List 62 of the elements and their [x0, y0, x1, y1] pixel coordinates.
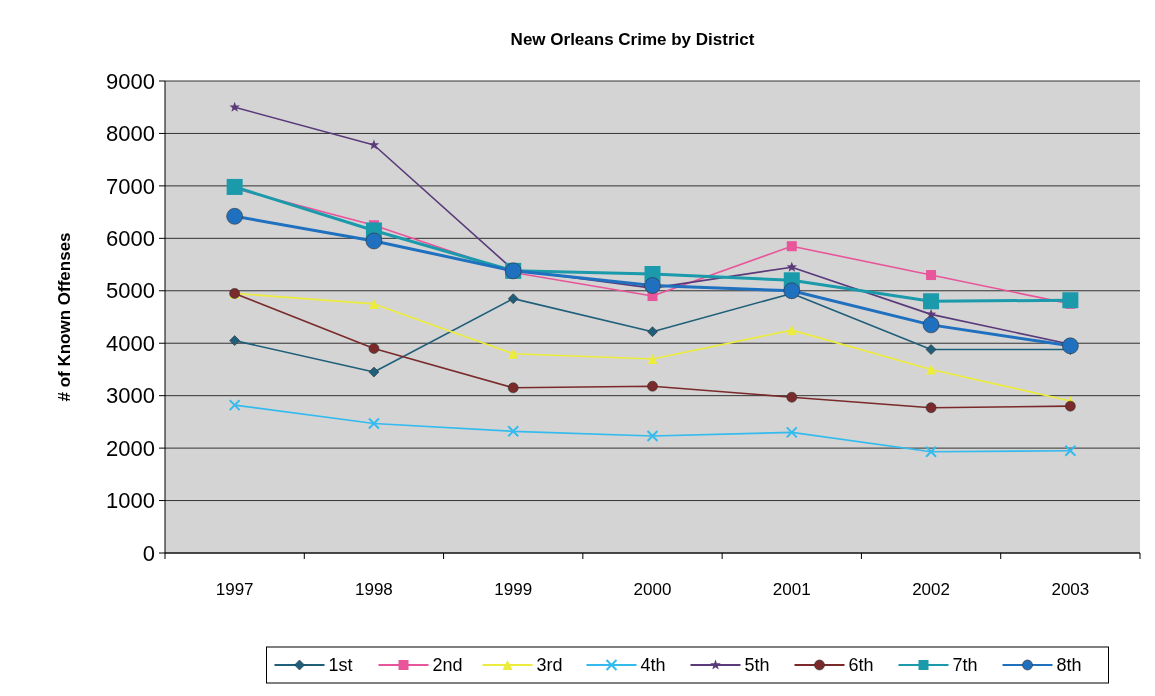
legend-label: 2nd: [432, 655, 463, 676]
point: [507, 382, 519, 394]
y-tick-label: 6000: [106, 226, 155, 252]
x-tick-label: 2000: [633, 580, 672, 599]
point: [926, 364, 937, 375]
y-tick-label: 7000: [106, 173, 155, 199]
point: [926, 270, 937, 281]
point: [365, 232, 383, 250]
point: [229, 335, 240, 346]
point: [226, 208, 243, 225]
point: [1062, 337, 1079, 355]
point: [786, 391, 798, 403]
y-axis-title: # of Known Offenses: [55, 232, 74, 402]
x-tick-label: 1997: [215, 580, 254, 599]
point: [783, 282, 801, 300]
y-tick-label: 4000: [106, 330, 155, 356]
point: [786, 261, 798, 272]
point: [368, 298, 379, 309]
legend-label: 3rd: [536, 655, 563, 676]
point: [925, 445, 938, 458]
legend-label: 7th: [952, 655, 978, 676]
point: [368, 366, 380, 378]
point: [367, 417, 380, 430]
point: [647, 353, 658, 364]
point: [925, 402, 937, 414]
x-tick-label: 2002: [912, 580, 950, 599]
legend-label: 1st: [328, 655, 353, 676]
y-tick-label: 5000: [106, 278, 155, 304]
point: [922, 316, 940, 334]
point: [368, 343, 380, 354]
x-tick-label: 2001: [772, 580, 811, 599]
point: [923, 293, 940, 310]
point: [786, 241, 797, 252]
point: [925, 344, 937, 355]
y-tick-label: 3000: [106, 383, 155, 409]
point: [1064, 444, 1077, 457]
y-tick-label: 2000: [106, 435, 155, 461]
point: [1065, 400, 1076, 412]
point: [508, 348, 519, 359]
point: [786, 325, 797, 336]
point: [785, 426, 798, 439]
point: [507, 425, 520, 438]
point: [226, 178, 243, 195]
x-tick-label: 1999: [494, 580, 533, 599]
x-tick-label: 2003: [1051, 580, 1090, 599]
x-tick-label: 1998: [355, 580, 393, 599]
y-tick-label: 0: [142, 540, 155, 566]
point: [647, 380, 658, 392]
y-tick-label: 8000: [106, 121, 155, 147]
point: [647, 326, 658, 337]
point: [229, 101, 240, 112]
point: [507, 293, 519, 304]
y-tick-label: 9000: [106, 68, 155, 94]
y-tick-label: 1000: [106, 488, 155, 514]
legend-label: 5th: [744, 655, 770, 676]
legend-label: 6th: [848, 655, 874, 676]
legend-label: 4th: [640, 655, 666, 676]
point: [646, 430, 659, 443]
chart-title: New Orleans Crime by District: [510, 30, 755, 49]
point: [644, 277, 661, 294]
legend-label: 8th: [1056, 655, 1082, 676]
point: [228, 399, 241, 412]
